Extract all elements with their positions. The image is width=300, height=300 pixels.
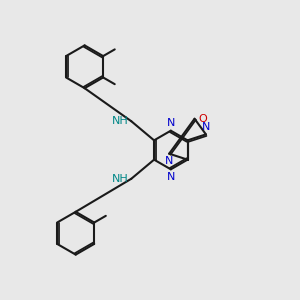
- Text: NH: NH: [112, 116, 129, 126]
- Text: NH: NH: [112, 174, 129, 184]
- Text: O: O: [198, 114, 207, 124]
- Text: N: N: [167, 172, 175, 182]
- Text: N: N: [167, 118, 175, 128]
- Text: N: N: [202, 122, 210, 132]
- Text: N: N: [165, 156, 173, 167]
